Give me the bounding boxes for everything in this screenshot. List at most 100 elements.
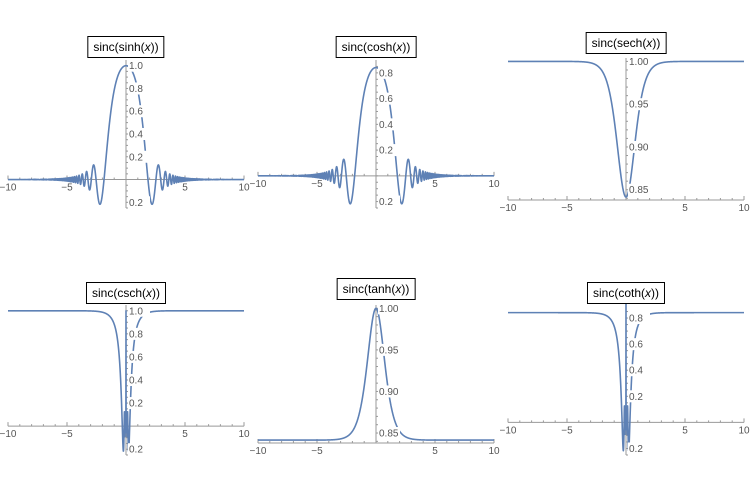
- y-tick-label-bg: [128, 304, 150, 317]
- y-tick-label-bg: [378, 144, 400, 157]
- y-tick-label: 0.2: [629, 392, 643, 403]
- plot-title-prefix: sinc(tanh(: [342, 282, 396, 296]
- y-tick-label: 0.2: [629, 444, 643, 455]
- function-curve: [7, 64, 245, 206]
- y-tick-label: 0.4: [129, 376, 143, 387]
- plot-title: sinc(coth(x)): [586, 282, 666, 304]
- plot-title-suffix: )): [401, 282, 410, 296]
- plot-panel-1: 0.2 0.2 0.4 0.6 0.8 1.0 −10 −5 5 10: [0, 59, 250, 209]
- plot-title: sinc(sech(x)): [585, 32, 667, 54]
- y-tick-label: 1.00: [629, 57, 649, 68]
- x-tick-label: 10: [738, 425, 750, 436]
- x-tick-label: 5: [682, 203, 688, 214]
- y-tick-label: 0.2: [129, 445, 143, 456]
- y-tick-label: 0.8: [629, 314, 643, 325]
- y-tick-label: 0.2: [129, 399, 143, 410]
- plot-panel-5: 0.85 0.90 0.95 1.00 −10 −5 5 10: [250, 302, 500, 457]
- function-curve: [507, 299, 745, 452]
- y-tick-label: 0.2: [129, 152, 143, 163]
- function-curve: [257, 307, 495, 441]
- y-tick-label-bg: [128, 196, 150, 209]
- y-tick-label-bg: [128, 374, 150, 386]
- plot-title-variable: x: [396, 40, 403, 54]
- y-tick-label: 0.6: [629, 340, 643, 351]
- y-tick-label: 0.4: [379, 120, 393, 131]
- plot-title-prefix: sinc(cosh(: [341, 40, 397, 54]
- x-tick-label: 5: [682, 425, 688, 436]
- y-tick-label: 0.4: [629, 366, 643, 377]
- plot-title-variable: x: [395, 282, 402, 296]
- plot-title-prefix: sinc(coth(: [592, 286, 646, 300]
- plot-title: sinc(cosh(x)): [335, 36, 417, 58]
- x-tick-label: −5: [311, 179, 323, 190]
- y-tick-label: 0.6: [379, 94, 393, 105]
- plot-panel-3: 0.85 0.90 0.95 1.00 −10 −5 5 10: [500, 55, 750, 214]
- function-curve: [257, 66, 495, 205]
- plot-svg: 0.85 0.90 0.95 1.00 −10 −5 5 10: [250, 302, 500, 457]
- y-tick-label-bg: [128, 105, 150, 118]
- x-tick-label: 10: [488, 179, 500, 190]
- y-tick-label-bg: [628, 98, 650, 111]
- y-tick-label-bg: [378, 66, 400, 79]
- function-curve: [507, 60, 745, 198]
- plot-title-prefix: sinc(csch(: [91, 286, 147, 300]
- y-tick-label-bg: [128, 397, 150, 410]
- plot-title-suffix: )): [652, 36, 661, 50]
- y-tick-label-bg: [128, 443, 150, 456]
- x-tick-label: −10: [500, 203, 517, 214]
- plot-title-suffix: )): [402, 40, 411, 54]
- x-tick-label: −10: [500, 425, 517, 436]
- y-tick-label-bg: [628, 312, 650, 325]
- x-tick-label: 10: [238, 429, 250, 440]
- y-tick-label: 0.85: [629, 185, 649, 196]
- y-tick-label-bg: [378, 92, 400, 105]
- y-tick-label: 0.2: [379, 197, 393, 208]
- y-tick-label-bg: [628, 140, 650, 153]
- plot-title-suffix: )): [651, 286, 660, 300]
- plot-title: sinc(sinh(x)): [87, 36, 165, 58]
- x-tick-label: 10: [488, 446, 500, 457]
- y-tick-label: 0.90: [379, 387, 399, 398]
- y-tick-label: 0.4: [129, 130, 143, 141]
- plot-title-prefix: sinc(sech(: [591, 36, 647, 50]
- x-tick-label: −5: [561, 425, 573, 436]
- y-tick-label: 0.6: [129, 352, 143, 363]
- y-tick-label: 0.95: [629, 100, 649, 111]
- y-tick-label-bg: [628, 364, 650, 377]
- y-tick-label-bg: [128, 128, 150, 140]
- y-tick-label-bg: [628, 183, 650, 196]
- x-tick-label: −5: [61, 183, 73, 194]
- plot-title-suffix: )): [152, 286, 161, 300]
- plot-svg: 0.2 0.2 0.4 0.6 0.8 −10 −5 5 10: [500, 299, 750, 456]
- y-tick-label-bg: [128, 59, 150, 72]
- y-tick-label: 0.95: [379, 345, 399, 356]
- plot-title: sinc(tanh(x)): [336, 278, 416, 300]
- y-tick-label-bg: [378, 195, 400, 208]
- y-tick-label-bg: [378, 118, 400, 131]
- plot-title-variable: x: [645, 286, 652, 300]
- plot-svg: 0.2 0.2 0.4 0.6 0.8 1.0 −10 −5 5 10: [0, 59, 250, 209]
- y-tick-label-bg: [378, 385, 400, 398]
- y-tick-label-bg: [128, 150, 150, 163]
- y-tick-label-bg: [628, 442, 650, 455]
- plot-svg: 0.2 0.2 0.4 0.6 0.8 −10 −5 5 10: [250, 60, 500, 209]
- y-tick-label-bg: [628, 390, 650, 403]
- plot-svg: 0.85 0.90 0.95 1.00 −10 −5 5 10: [500, 55, 750, 214]
- plot-title-suffix: )): [150, 40, 159, 54]
- y-tick-label-bg: [378, 343, 400, 356]
- y-tick-label-bg: [628, 55, 650, 68]
- y-tick-label-bg: [128, 350, 150, 363]
- y-tick-label: 0.6: [129, 107, 143, 118]
- x-tick-label: 5: [432, 446, 438, 457]
- function-curve: [7, 309, 245, 452]
- y-tick-label-bg: [628, 338, 650, 351]
- y-tick-label-bg: [128, 82, 150, 95]
- plot-panel-4: 0.2 0.2 0.4 0.6 0.8 1.0 −10 −5 5 10: [0, 304, 250, 456]
- x-tick-label: 10: [738, 203, 750, 214]
- plot-panel-6: 0.2 0.2 0.4 0.6 0.8 −10 −5 5 10: [500, 299, 750, 456]
- x-tick-label: 5: [432, 179, 438, 190]
- plot-title-prefix: sinc(sinh(: [93, 40, 145, 54]
- y-tick-label: 0.90: [629, 142, 649, 153]
- x-tick-label: −10: [250, 179, 267, 190]
